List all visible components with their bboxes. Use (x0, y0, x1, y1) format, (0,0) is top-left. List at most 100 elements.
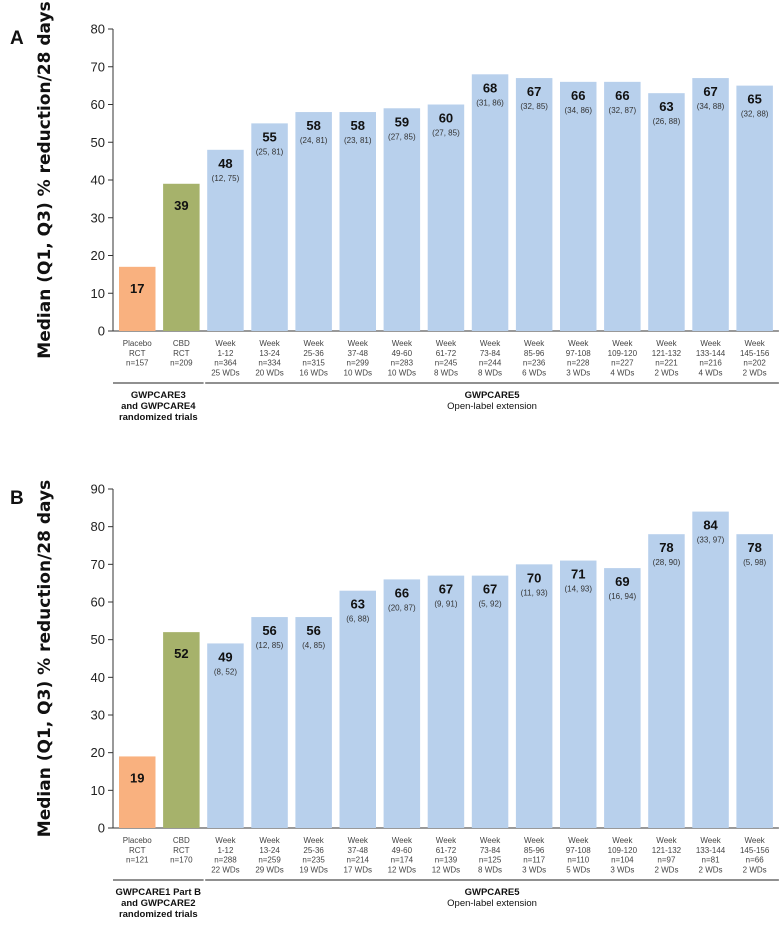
ci-label: (32, 85) (520, 102, 548, 111)
ci-label: (5, 92) (478, 600, 501, 609)
category-label: n=157 (126, 359, 149, 368)
category-label: n=283 (391, 359, 414, 368)
bar (427, 104, 465, 331)
ci-label: (23, 81) (344, 136, 372, 145)
category-label: RCT (129, 349, 146, 358)
y-tick-label: 30 (91, 210, 105, 225)
category-label: 85-96 (524, 349, 545, 358)
data-label: 39 (174, 198, 188, 213)
group-label: GWPCARE1 Part B (116, 887, 202, 898)
data-label: 67 (483, 582, 497, 597)
category-label: n=110 (567, 856, 589, 865)
data-label: 49 (218, 649, 232, 664)
category-label: 12 WDs (432, 865, 460, 874)
data-label: 52 (174, 646, 188, 661)
category-label: n=121 (126, 856, 149, 865)
ci-label: (34, 88) (697, 102, 725, 111)
ci-label: (31, 86) (476, 98, 504, 107)
bar (251, 617, 288, 828)
data-label: 84 (703, 518, 718, 533)
category-label: n=216 (699, 359, 722, 368)
category-label: 29 WDs (255, 865, 283, 874)
ci-label: (25, 81) (256, 147, 284, 156)
category-label: Week (700, 339, 721, 348)
y-tick-label: 60 (91, 595, 105, 610)
data-label: 65 (747, 92, 761, 107)
category-label: 13-24 (259, 349, 280, 358)
category-label: Week (744, 339, 765, 348)
category-label: 25 WDs (211, 368, 239, 377)
bar (207, 149, 244, 331)
category-label: 2 WDs (743, 865, 767, 874)
y-tick-label: 50 (91, 632, 105, 647)
category-label: Week (700, 836, 721, 845)
category-label: n=245 (435, 359, 458, 368)
y-tick-label: 90 (91, 482, 105, 497)
data-label: 67 (703, 84, 717, 99)
data-label: 55 (262, 129, 276, 144)
bar (339, 590, 376, 828)
category-label: 8 WDs (478, 368, 502, 377)
bar (692, 78, 729, 331)
category-label: RCT (173, 846, 190, 855)
category-label: n=209 (170, 359, 193, 368)
category-label: 8 WDs (434, 368, 458, 377)
category-label: 10 WDs (388, 368, 416, 377)
category-label: 133-144 (696, 349, 726, 358)
category-label: RCT (173, 349, 190, 358)
y-tick-label: 20 (91, 248, 105, 263)
group-label: randomized trials (119, 909, 198, 920)
ci-label: (11, 93) (521, 588, 548, 597)
panel-b: B Median (Q1, Q3) % reduction/28 days 0 10 2… (10, 480, 779, 920)
category-label: 17 WDs (344, 865, 372, 874)
ci-label: (12, 85) (256, 641, 284, 650)
category-label: n=174 (391, 856, 414, 865)
data-label: 63 (351, 597, 365, 612)
ci-label: (27, 85) (432, 129, 460, 138)
category-label: 25-36 (303, 349, 324, 358)
y-tick-label: 40 (91, 670, 105, 685)
category-label: 37-48 (348, 349, 369, 358)
category-label: n=288 (214, 856, 237, 865)
data-label: 67 (439, 582, 453, 597)
bar (207, 643, 244, 828)
data-label: 56 (306, 623, 320, 638)
data-label: 70 (527, 570, 541, 585)
y-tick-label: 80 (91, 519, 105, 534)
y-tick-label: 60 (91, 97, 105, 112)
data-label: 69 (615, 574, 629, 589)
category-label: 49-60 (392, 846, 413, 855)
ci-label: (14, 93) (564, 585, 592, 594)
bar (560, 560, 597, 828)
category-label: 1-12 (217, 349, 234, 358)
category-label: 3 WDs (522, 865, 546, 874)
category-label: 133-144 (696, 846, 726, 855)
ci-label: (5, 98) (743, 558, 766, 567)
data-label: 66 (571, 88, 585, 103)
category-label: n=364 (214, 359, 237, 368)
category-label: Week (259, 836, 280, 845)
data-label: 78 (659, 540, 673, 555)
data-label: 56 (262, 623, 276, 638)
y-tick-label: 70 (91, 59, 105, 74)
category-label: Week (436, 836, 457, 845)
bar (604, 568, 641, 828)
bar (295, 617, 332, 828)
category-label: 73-84 (480, 349, 501, 358)
group-label: GWPCARE5 (465, 887, 521, 898)
data-label: 17 (130, 281, 144, 296)
category-label: CBD (173, 339, 190, 348)
panel-label: B (10, 488, 24, 509)
y-tick-label: 40 (91, 173, 105, 188)
bar (515, 78, 553, 331)
category-label: n=66 (746, 856, 765, 865)
category-label: Week (612, 836, 633, 845)
ci-label: (8, 52) (214, 667, 237, 676)
category-label: n=244 (479, 359, 502, 368)
bar (383, 579, 421, 828)
data-label: 60 (439, 111, 453, 126)
category-label: 25-36 (303, 846, 324, 855)
bar (560, 81, 597, 331)
y-tick-label: 80 (91, 22, 105, 37)
bar (692, 511, 729, 828)
